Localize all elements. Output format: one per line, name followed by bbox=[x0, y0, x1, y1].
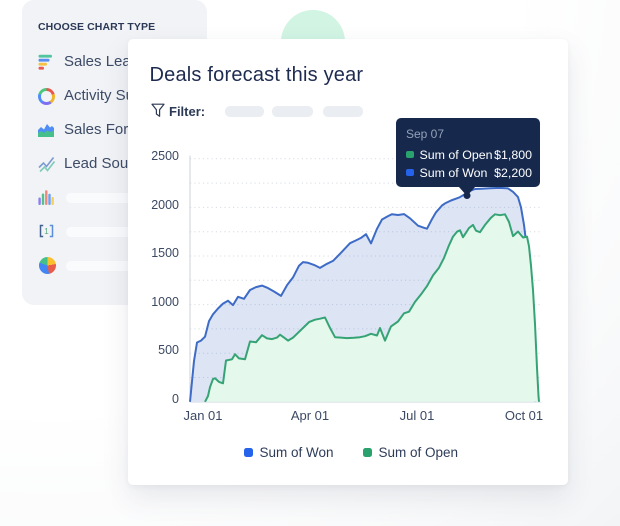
svg-text:1: 1 bbox=[44, 227, 49, 236]
